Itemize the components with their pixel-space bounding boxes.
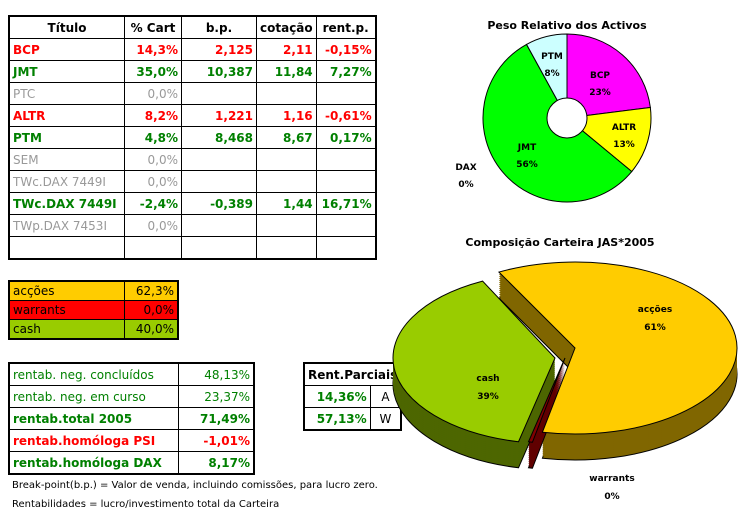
donut-hole — [546, 97, 588, 139]
rentab-label: rentab.homóloga PSI — [8, 429, 179, 452]
slice-label: BCP — [590, 71, 610, 81]
slice-label: DAX — [455, 163, 476, 173]
cell-bp — [181, 214, 257, 237]
slice-label: JMT — [517, 143, 537, 153]
table-row: JMT 35,0% 10,387 11,84 7,27% — [8, 60, 377, 83]
slice-value: 56% — [516, 160, 538, 170]
portfolio-table: Título % Cart b.p. cotação rent.p. BCP 14… — [8, 15, 377, 260]
slice-value: 61% — [644, 323, 666, 333]
pie3d-slice-cash — [392, 280, 556, 443]
rentab-label: rentab.total 2005 — [8, 407, 179, 430]
cell-rent: -0,15% — [315, 38, 377, 61]
note-breakpoint: Break-point(b.p.) = Valor de venda, incl… — [12, 480, 378, 491]
cell-cot: 8,67 — [256, 126, 317, 149]
rentab-label: rentab.homóloga DAX — [8, 451, 179, 475]
pie-slice-altr — [565, 106, 652, 173]
pie-slice-bcp — [566, 33, 651, 119]
rent-parciais-table: Rent.Parciais 14,36% A 57,13% W — [303, 362, 403, 431]
table-row — [8, 236, 377, 260]
cell-cot — [256, 236, 317, 260]
cell-titulo: TWp.DAX 7453I — [8, 214, 125, 237]
rent-parciais-value: 14,36% — [303, 385, 371, 408]
slice-label: cash — [476, 374, 499, 384]
rentab-row: rentab. neg. concluídos 48,13% — [8, 362, 255, 386]
header-cart: % Cart — [124, 15, 182, 39]
rent-parciais-value: 57,13% — [303, 407, 371, 431]
allocation-value: 0,0% — [124, 300, 179, 320]
slice-label: acções — [638, 305, 672, 315]
table-row: SEM 0,0% — [8, 148, 377, 171]
rentab-table: rentab. neg. concluídos 48,13% rentab. neg… — [8, 362, 255, 475]
allocation-row: acções 62,3% — [8, 280, 179, 301]
pie-slice-ptm — [525, 33, 568, 119]
rentab-label: rentab. neg. concluídos — [8, 362, 179, 386]
allocation-value: 62,3% — [124, 280, 179, 301]
table-row: TWc.DAX 7449I -2,4% -0,389 1,44 16,71% — [8, 192, 377, 215]
cell-cart: 0,0% — [124, 170, 182, 193]
table-row: ALTR 8,2% 1,221 1,16 -0,61% — [8, 104, 377, 127]
header-row: Título % Cart b.p. cotação rent.p. — [8, 15, 377, 39]
rentab-value: 23,37% — [178, 385, 255, 408]
cell-bp — [181, 236, 257, 260]
rentab-row: rentab.total 2005 71,49% — [8, 407, 255, 430]
slice-value: 13% — [613, 140, 635, 150]
slice-value: 8% — [544, 69, 559, 79]
cell-cot: 11,84 — [256, 60, 317, 83]
slice-value: 23% — [589, 88, 611, 98]
slice-value: 39% — [477, 392, 499, 402]
header-rent: rent.p. — [315, 15, 377, 39]
cell-rent — [315, 214, 377, 237]
allocation-row: warrants 0,0% — [8, 300, 179, 320]
cell-rent — [315, 236, 377, 260]
rentab-row: rentab. neg. em curso 23,37% — [8, 385, 255, 408]
rentab-label: rentab. neg. em curso — [8, 385, 179, 408]
pie3d-slice-warrants — [527, 357, 566, 443]
slice-label: PTM — [541, 52, 563, 62]
allocation-value: 40,0% — [124, 319, 179, 340]
cell-cot — [256, 214, 317, 237]
slice-label: ALTR — [612, 123, 636, 133]
note-rentabilidades: Rentabilidades = lucro/investimento tota… — [12, 499, 280, 510]
cell-titulo: JMT — [8, 60, 125, 83]
rentab-value: 8,17% — [178, 451, 255, 475]
allocation-label: cash — [8, 319, 125, 340]
allocation-table: acções 62,3% warrants 0,0% cash 40,0% — [8, 280, 179, 340]
cell-cot: 1,44 — [256, 192, 317, 215]
cell-rent: -0,61% — [315, 104, 377, 127]
cell-rent: 7,27% — [315, 60, 377, 83]
rentab-value: 71,49% — [178, 407, 255, 430]
slice-value: 0% — [458, 180, 473, 190]
allocation-label: acções — [8, 280, 125, 301]
chart-title: Composição Carteira JAS*2005 — [465, 236, 654, 249]
slice-label: warrants — [589, 474, 634, 484]
cell-titulo: TWc.DAX 7449I — [8, 170, 125, 193]
table-row: TWp.DAX 7453I 0,0% — [8, 214, 377, 237]
rentab-row: rentab.homóloga PSI -1,01% — [8, 429, 255, 452]
rent-parciais-title: Rent.Parciais — [303, 362, 402, 386]
cell-bp: 1,221 — [181, 104, 257, 127]
rent-parciais-type: W — [369, 407, 402, 431]
cell-cart: 0,0% — [124, 214, 182, 237]
rentab-row: rentab.homóloga DAX 8,17% — [8, 451, 255, 475]
cell-bp: 10,387 — [181, 60, 257, 83]
pie3d-slice-acções — [497, 261, 738, 435]
allocation-row: cash 40,0% — [8, 319, 179, 340]
slice-value: 0% — [604, 492, 619, 502]
table-row: BCP 14,3% 2,125 2,11 -0,15% — [8, 38, 377, 61]
cell-cart: -2,4% — [124, 192, 182, 215]
chart-title: Peso Relativo dos Activos — [487, 19, 647, 32]
allocation-label: warrants — [8, 300, 125, 320]
rentab-value: -1,01% — [178, 429, 255, 452]
